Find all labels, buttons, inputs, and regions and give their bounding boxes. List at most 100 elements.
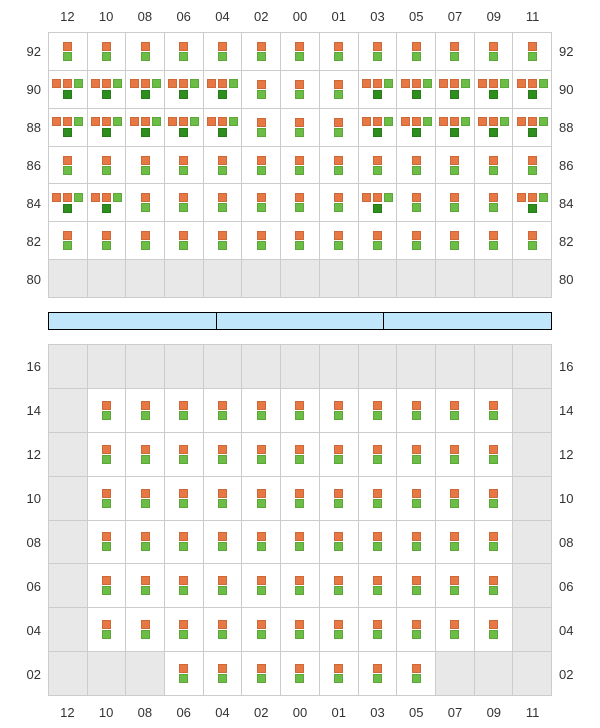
slot-cell[interactable] [436, 184, 475, 222]
slot-cell[interactable] [281, 33, 320, 71]
slot-cell[interactable] [513, 71, 552, 109]
slot-cell[interactable] [88, 477, 127, 521]
slot-cell[interactable] [397, 521, 436, 565]
slot-cell[interactable] [475, 477, 514, 521]
slot-cell[interactable] [126, 260, 165, 298]
slot-cell[interactable] [281, 184, 320, 222]
slot-cell[interactable] [49, 222, 88, 260]
slot-cell[interactable] [397, 389, 436, 433]
slot-cell[interactable] [513, 477, 552, 521]
slot-cell[interactable] [281, 260, 320, 298]
slot-cell[interactable] [359, 345, 398, 389]
slot-cell[interactable] [320, 33, 359, 71]
slot-cell[interactable] [126, 71, 165, 109]
slot-cell[interactable] [513, 564, 552, 608]
slot-cell[interactable] [281, 222, 320, 260]
slot-cell[interactable] [165, 345, 204, 389]
slot-cell[interactable] [49, 33, 88, 71]
slot-cell[interactable] [126, 433, 165, 477]
slot-cell[interactable] [359, 184, 398, 222]
slot-cell[interactable] [475, 521, 514, 565]
slot-cell[interactable] [242, 521, 281, 565]
slot-cell[interactable] [436, 260, 475, 298]
slot-cell[interactable] [88, 260, 127, 298]
slot-cell[interactable] [242, 564, 281, 608]
slot-cell[interactable] [475, 345, 514, 389]
slot-cell[interactable] [242, 477, 281, 521]
slot-cell[interactable] [359, 433, 398, 477]
slot-cell[interactable] [126, 652, 165, 696]
slot-cell[interactable] [49, 184, 88, 222]
slot-cell[interactable] [204, 147, 243, 185]
slot-cell[interactable] [242, 608, 281, 652]
slot-cell[interactable] [242, 222, 281, 260]
slot-cell[interactable] [436, 222, 475, 260]
slot-cell[interactable] [88, 33, 127, 71]
slot-cell[interactable] [281, 477, 320, 521]
slot-cell[interactable] [513, 109, 552, 147]
slot-cell[interactable] [88, 521, 127, 565]
slot-cell[interactable] [49, 652, 88, 696]
slot-cell[interactable] [88, 109, 127, 147]
slot-cell[interactable] [513, 33, 552, 71]
slot-cell[interactable] [126, 222, 165, 260]
slot-cell[interactable] [204, 184, 243, 222]
slot-cell[interactable] [281, 608, 320, 652]
slot-cell[interactable] [359, 260, 398, 298]
slot-cell[interactable] [88, 389, 127, 433]
slot-cell[interactable] [126, 564, 165, 608]
slot-cell[interactable] [397, 433, 436, 477]
slot-cell[interactable] [242, 345, 281, 389]
slot-cell[interactable] [49, 521, 88, 565]
slot-cell[interactable] [281, 389, 320, 433]
slot-cell[interactable] [397, 33, 436, 71]
slot-cell[interactable] [281, 652, 320, 696]
slot-cell[interactable] [165, 433, 204, 477]
slot-cell[interactable] [49, 71, 88, 109]
slot-cell[interactable] [397, 147, 436, 185]
slot-cell[interactable] [320, 71, 359, 109]
slot-cell[interactable] [359, 33, 398, 71]
slot-cell[interactable] [475, 433, 514, 477]
slot-cell[interactable] [359, 477, 398, 521]
slot-cell[interactable] [436, 71, 475, 109]
slot-cell[interactable] [165, 652, 204, 696]
slot-cell[interactable] [359, 652, 398, 696]
slot-cell[interactable] [165, 71, 204, 109]
slot-cell[interactable] [88, 652, 127, 696]
slot-cell[interactable] [475, 71, 514, 109]
slot-cell[interactable] [165, 608, 204, 652]
slot-cell[interactable] [204, 521, 243, 565]
slot-cell[interactable] [281, 433, 320, 477]
slot-cell[interactable] [165, 33, 204, 71]
slot-cell[interactable] [320, 345, 359, 389]
slot-cell[interactable] [204, 477, 243, 521]
slot-cell[interactable] [475, 260, 514, 298]
slot-cell[interactable] [165, 147, 204, 185]
slot-cell[interactable] [359, 109, 398, 147]
slot-cell[interactable] [436, 147, 475, 185]
slot-cell[interactable] [281, 564, 320, 608]
slot-cell[interactable] [320, 109, 359, 147]
slot-cell[interactable] [475, 184, 514, 222]
slot-cell[interactable] [320, 260, 359, 298]
slot-cell[interactable] [242, 71, 281, 109]
slot-cell[interactable] [165, 477, 204, 521]
slot-cell[interactable] [475, 652, 514, 696]
slot-cell[interactable] [513, 521, 552, 565]
slot-cell[interactable] [397, 222, 436, 260]
slot-cell[interactable] [475, 147, 514, 185]
slot-cell[interactable] [126, 109, 165, 147]
slot-cell[interactable] [165, 564, 204, 608]
slot-cell[interactable] [436, 652, 475, 696]
slot-cell[interactable] [397, 345, 436, 389]
slot-cell[interactable] [475, 109, 514, 147]
slot-cell[interactable] [436, 521, 475, 565]
slot-cell[interactable] [475, 33, 514, 71]
slot-cell[interactable] [165, 222, 204, 260]
slot-cell[interactable] [88, 222, 127, 260]
slot-cell[interactable] [49, 608, 88, 652]
slot-cell[interactable] [359, 71, 398, 109]
slot-cell[interactable] [49, 260, 88, 298]
slot-cell[interactable] [397, 260, 436, 298]
